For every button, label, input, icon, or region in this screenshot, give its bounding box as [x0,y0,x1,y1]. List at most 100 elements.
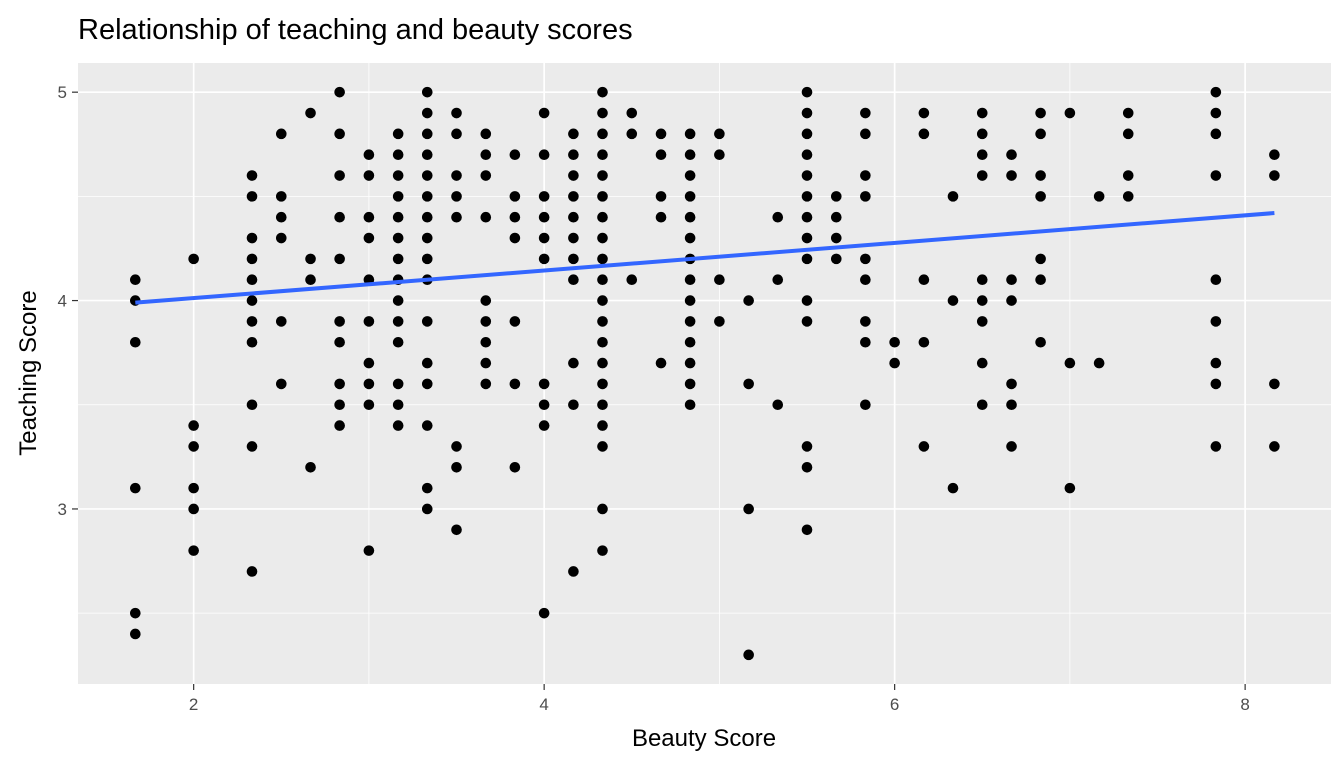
major-gridlines [78,63,1331,684]
data-point [451,441,462,452]
x-tick-label: 2 [189,695,198,714]
data-point [421,253,433,265]
data-point [188,545,199,556]
y-tick-label: 3 [58,500,67,519]
data-point [597,253,608,265]
data-point [655,149,667,160]
data-point [976,149,988,160]
data-point [743,503,754,515]
data-point [597,191,608,202]
data-point [363,232,375,244]
data-point [509,316,521,327]
data-point [275,378,287,390]
data-point [947,482,959,494]
data-point [509,232,521,244]
data-point [1210,107,1222,119]
data-point [860,191,871,202]
data-point [421,149,433,160]
data-point [684,357,696,369]
data-point [1210,170,1222,181]
data-point [714,149,725,160]
data-point [1006,149,1017,160]
data-point [246,336,258,348]
data-point [392,149,404,160]
data-point [684,149,696,160]
data-point [130,628,141,640]
data-point [568,253,579,265]
data-point [918,128,930,140]
data-point [305,253,316,265]
data-point [597,441,608,452]
data-point [334,253,345,265]
data-point [597,399,608,411]
data-point [509,461,521,473]
data-point [421,107,433,119]
data-point [597,211,608,223]
data-point [363,357,375,369]
data-point [655,211,667,223]
data-point [976,170,988,181]
data-point [597,420,608,431]
data-point [480,211,492,223]
data-point [597,295,608,306]
data-point [538,191,550,202]
data-point [597,357,608,369]
data-point [421,503,433,515]
data-point [305,107,316,119]
data-point [830,191,842,202]
data-point [743,295,754,306]
data-point [1210,316,1222,327]
data-point [801,149,813,160]
data-point [421,86,433,98]
data-point [1210,441,1222,452]
data-point [801,295,813,306]
data-point [480,378,492,390]
data-point [568,357,579,369]
data-point [801,232,813,244]
data-point [743,378,754,390]
data-point [1122,170,1134,181]
data-point [568,170,579,181]
data-point [568,149,579,160]
data-point [1210,378,1222,390]
data-point [889,357,900,369]
data-point [392,191,404,202]
x-axis-title: Beauty Score [632,725,776,752]
data-point [363,149,375,160]
data-point [655,191,667,202]
data-point [626,128,638,140]
data-point [801,253,813,265]
data-point [538,253,550,265]
data-point [976,274,988,286]
data-point [509,191,521,202]
data-point [246,441,258,452]
data-point [772,399,784,411]
data-point [1006,295,1017,306]
data-point [480,336,492,348]
data-point [714,128,725,140]
data-point [392,295,404,306]
data-point [392,128,404,140]
data-point [188,420,199,431]
data-point [275,232,287,244]
data-point [1269,441,1280,452]
data-point [246,191,258,202]
data-point [597,316,608,327]
data-point [421,482,433,494]
data-point [684,336,696,348]
data-point [568,274,579,286]
data-point [568,399,579,411]
data-point [130,336,141,348]
data-point [130,274,141,286]
data-point [568,211,579,223]
y-tick-labels: 3 4 5 [58,83,67,519]
data-point [334,420,345,431]
data-point [830,232,842,244]
data-point [451,211,462,223]
data-point [1035,336,1046,348]
data-point [451,170,462,181]
data-point [801,441,813,452]
data-point [538,420,550,431]
data-point [860,336,871,348]
y-axis-title: Teaching Score [15,290,42,455]
